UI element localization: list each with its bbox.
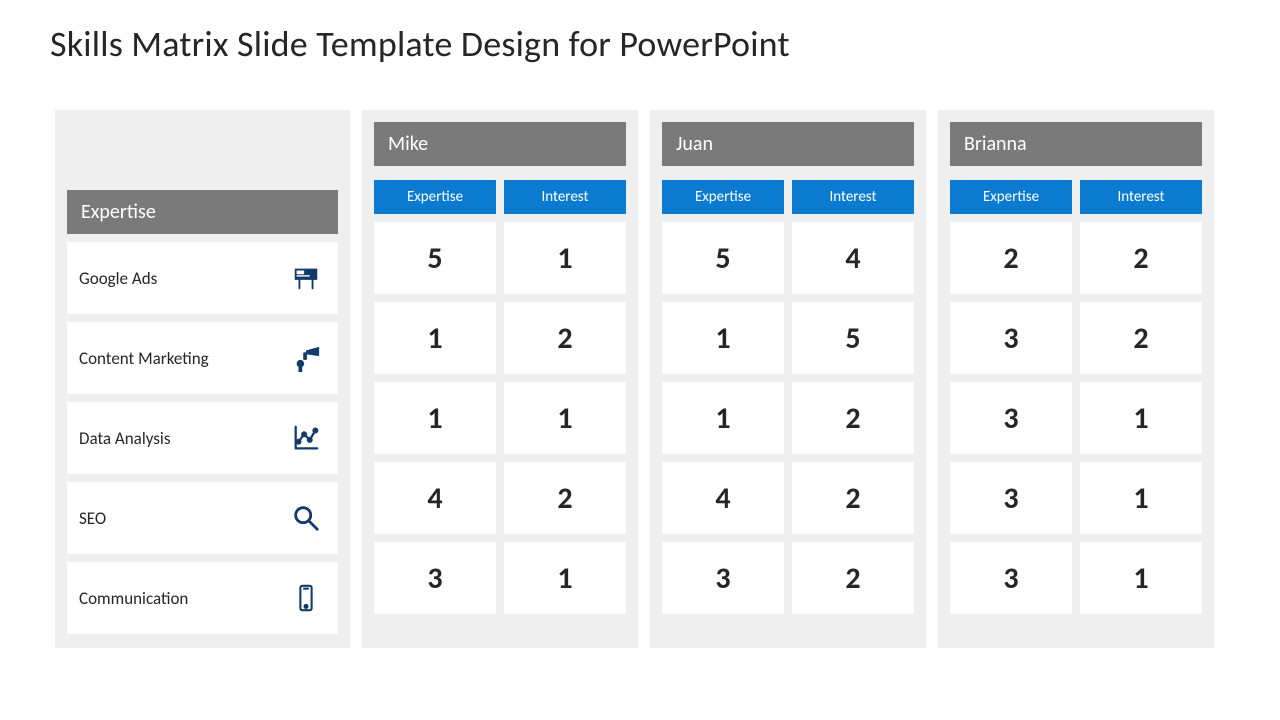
score-interest: 1 [1080, 382, 1202, 454]
person-panel-brianna: Brianna Expertise Interest 22 32 31 31 3… [938, 110, 1214, 648]
person-panel-juan: Juan Expertise Interest 54 15 12 42 32 [650, 110, 926, 648]
score-interest: 2 [504, 302, 626, 374]
slide-title: Skills Matrix Slide Template Design for … [50, 22, 790, 66]
slide: Skills Matrix Slide Template Design for … [0, 0, 1280, 720]
score-interest: 2 [1080, 302, 1202, 374]
skill-label: Content Marketing [79, 348, 209, 369]
score-row: 31 [950, 542, 1202, 614]
score-expertise: 3 [950, 542, 1072, 614]
score-expertise: 4 [662, 462, 784, 534]
megaphone-icon [290, 342, 322, 374]
score-interest: 2 [1080, 222, 1202, 294]
score-expertise: 3 [662, 542, 784, 614]
score-interest: 5 [792, 302, 914, 374]
score-row: 11 [374, 382, 626, 454]
chart-icon [290, 422, 322, 454]
score-expertise: 5 [374, 222, 496, 294]
score-expertise: 1 [374, 302, 496, 374]
score-row: 12 [662, 382, 914, 454]
score-row: 31 [950, 462, 1202, 534]
col-interest: Interest [504, 180, 626, 214]
score-interest: 2 [792, 542, 914, 614]
score-interest: 2 [504, 462, 626, 534]
score-row: 12 [374, 302, 626, 374]
score-interest: 2 [792, 462, 914, 534]
score-row: 51 [374, 222, 626, 294]
skills-panel: Expertise Google Ads Content Marketing [55, 110, 350, 648]
skill-row: SEO [67, 482, 338, 554]
score-row: 22 [950, 222, 1202, 294]
score-interest: 1 [504, 542, 626, 614]
score-row: 42 [374, 462, 626, 534]
person-panel-mike: Mike Expertise Interest 51 12 11 42 31 [362, 110, 638, 648]
score-expertise: 3 [950, 462, 1072, 534]
score-expertise: 4 [374, 462, 496, 534]
skill-label: Data Analysis [79, 428, 170, 449]
score-interest: 1 [504, 222, 626, 294]
search-icon [290, 502, 322, 534]
matrix-grid: Expertise Google Ads Content Marketing [55, 110, 1214, 648]
score-expertise: 3 [950, 382, 1072, 454]
person-name: Brianna [950, 122, 1202, 166]
col-expertise: Expertise [662, 180, 784, 214]
score-interest: 2 [792, 382, 914, 454]
score-expertise: 1 [374, 382, 496, 454]
score-row: 32 [950, 302, 1202, 374]
score-expertise: 5 [662, 222, 784, 294]
score-expertise: 2 [950, 222, 1072, 294]
score-row: 32 [662, 542, 914, 614]
person-name: Juan [662, 122, 914, 166]
skill-label: SEO [79, 508, 106, 529]
score-row: 42 [662, 462, 914, 534]
col-expertise: Expertise [374, 180, 496, 214]
score-interest: 1 [1080, 462, 1202, 534]
score-interest: 1 [504, 382, 626, 454]
col-interest: Interest [1080, 180, 1202, 214]
skill-row: Data Analysis [67, 402, 338, 474]
score-expertise: 3 [374, 542, 496, 614]
score-expertise: 1 [662, 382, 784, 454]
skill-label: Google Ads [79, 268, 157, 289]
score-expertise: 3 [950, 302, 1072, 374]
col-expertise: Expertise [950, 180, 1072, 214]
score-row: 15 [662, 302, 914, 374]
score-interest: 4 [792, 222, 914, 294]
column-headers: Expertise Interest [662, 180, 914, 214]
col-interest: Interest [792, 180, 914, 214]
score-row: 31 [950, 382, 1202, 454]
skill-row: Google Ads [67, 242, 338, 314]
column-headers: Expertise Interest [950, 180, 1202, 214]
score-expertise: 1 [662, 302, 784, 374]
column-headers: Expertise Interest [374, 180, 626, 214]
person-name: Mike [374, 122, 626, 166]
skill-label: Communication [79, 588, 188, 609]
score-row: 54 [662, 222, 914, 294]
skill-row: Communication [67, 562, 338, 634]
phone-icon [290, 582, 322, 614]
billboard-icon [290, 262, 322, 294]
score-interest: 1 [1080, 542, 1202, 614]
skills-spacer [67, 122, 338, 190]
score-row: 31 [374, 542, 626, 614]
skills-header: Expertise [67, 190, 338, 234]
skill-row: Content Marketing [67, 322, 338, 394]
